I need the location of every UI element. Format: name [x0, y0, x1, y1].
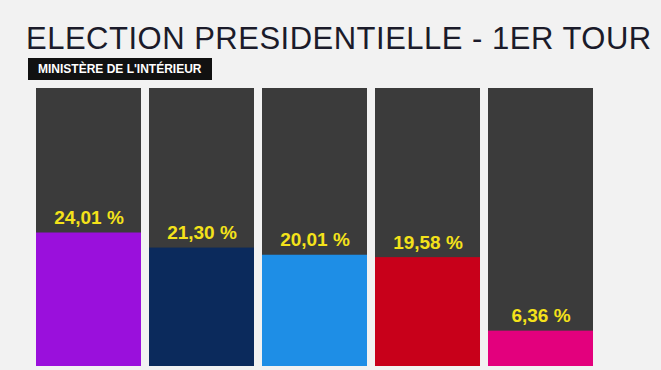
html-text:MINISTÈRE DE L'INTÉRIEUR: MINISTÈRE DE L'INTÉRIEUR [38, 62, 202, 76]
svg-text:20,01 %: 20,01 % [280, 229, 350, 250]
html-text:ELECTION PRESIDENTIELLE - 1ER: ELECTION PRESIDENTIELLE - 1ER TOUR [26, 21, 652, 56]
svg-text:21,30 %: 21,30 % [167, 222, 237, 243]
svg-text:6,36 %: 6,36 % [511, 305, 570, 326]
svg-text:24,01 %: 24,01 % [54, 207, 124, 228]
svg-text:19,58 %: 19,58 % [393, 232, 463, 253]
